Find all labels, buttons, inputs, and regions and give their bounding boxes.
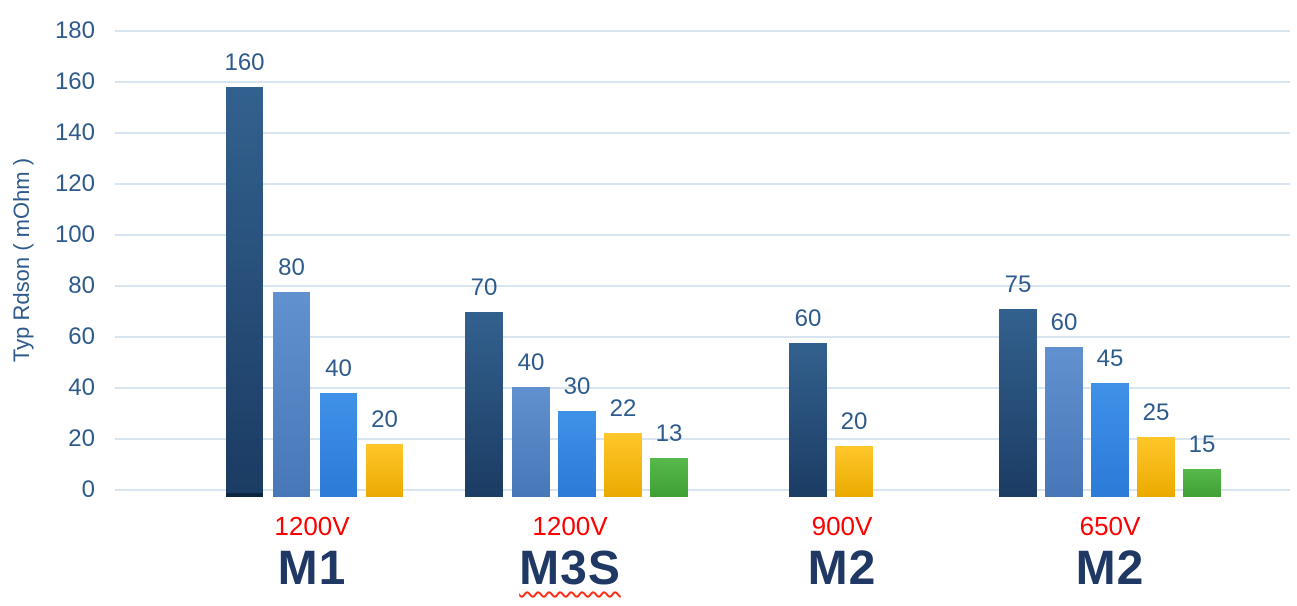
bar-value-label: 20: [840, 408, 868, 435]
bar-M2-45: [1091, 383, 1129, 497]
bar-M1-160: [226, 87, 263, 497]
gridline-100: [115, 234, 1290, 236]
y-tick-120: 120: [54, 170, 95, 197]
gridline-120: [115, 183, 1290, 185]
y-tick-140: 140: [54, 119, 95, 146]
bar-M3S-13: [650, 458, 688, 497]
y-tick-60: 60: [68, 323, 95, 350]
category-label-M3S: M3S: [519, 542, 621, 595]
category-label-M2: M2: [1075, 542, 1145, 595]
bar-value-label: 20: [371, 406, 398, 433]
gridline-140: [115, 132, 1290, 134]
category-label-M2: M2: [807, 542, 877, 595]
bar-value-label: 160: [224, 49, 265, 76]
gridline-180: [115, 30, 1290, 32]
bar-value-label: 25: [1142, 399, 1170, 426]
bar-value-label: 22: [609, 395, 637, 422]
y-tick-100: 100: [54, 221, 95, 248]
bar-M3S-70: [465, 312, 503, 497]
gridline-40: [115, 387, 1290, 389]
bar-value-label: 70: [470, 274, 498, 301]
bar-value-label: 13: [655, 420, 683, 447]
bar-value-label: 80: [278, 254, 305, 281]
voltage-label-1200V: 1200V: [274, 511, 350, 541]
bar-value-label: 40: [325, 355, 352, 382]
bar-value-label: 15: [1188, 431, 1216, 458]
bar-value-label: 30: [563, 373, 591, 400]
gridline-0: [115, 489, 1290, 491]
y-tick-180: 180: [54, 17, 95, 44]
bar-M2-15: [1183, 469, 1221, 497]
bar-M1-80: [273, 292, 310, 497]
bar-M2-60: [1045, 347, 1083, 497]
y-tick-0: 0: [81, 476, 95, 503]
gridline-20: [115, 438, 1290, 440]
gridline-80: [115, 285, 1290, 287]
bar-value-label: 60: [1050, 309, 1078, 336]
voltage-label-1200V: 1200V: [532, 511, 608, 541]
y-tick-20: 20: [68, 425, 95, 452]
bar-value-label: 40: [517, 349, 545, 376]
category-label-M1: M1: [277, 542, 347, 595]
bar-M2-20: [835, 446, 873, 497]
y-tick-160: 160: [54, 68, 95, 95]
y-tick-40: 40: [68, 374, 95, 401]
bar-M3S-30: [558, 411, 596, 497]
y-tick-80: 80: [68, 272, 95, 299]
bar-value-label: 75: [1004, 271, 1032, 298]
bar-M2-60: [789, 343, 827, 497]
bar-value-label: 45: [1096, 345, 1124, 372]
bar-M1-40: [320, 393, 357, 497]
bar-M1-20: [366, 444, 403, 497]
bar-M2-75: [999, 309, 1037, 497]
bar-value-label: 60: [794, 305, 822, 332]
bar-M3S-40: [512, 387, 550, 497]
gridline-60: [115, 336, 1290, 338]
gridline-160: [115, 81, 1290, 83]
bar-M2-25: [1137, 437, 1175, 497]
voltage-label-650V: 650V: [1079, 511, 1141, 541]
voltage-label-900V: 900V: [811, 511, 873, 541]
bar-M3S-22: [604, 433, 642, 497]
